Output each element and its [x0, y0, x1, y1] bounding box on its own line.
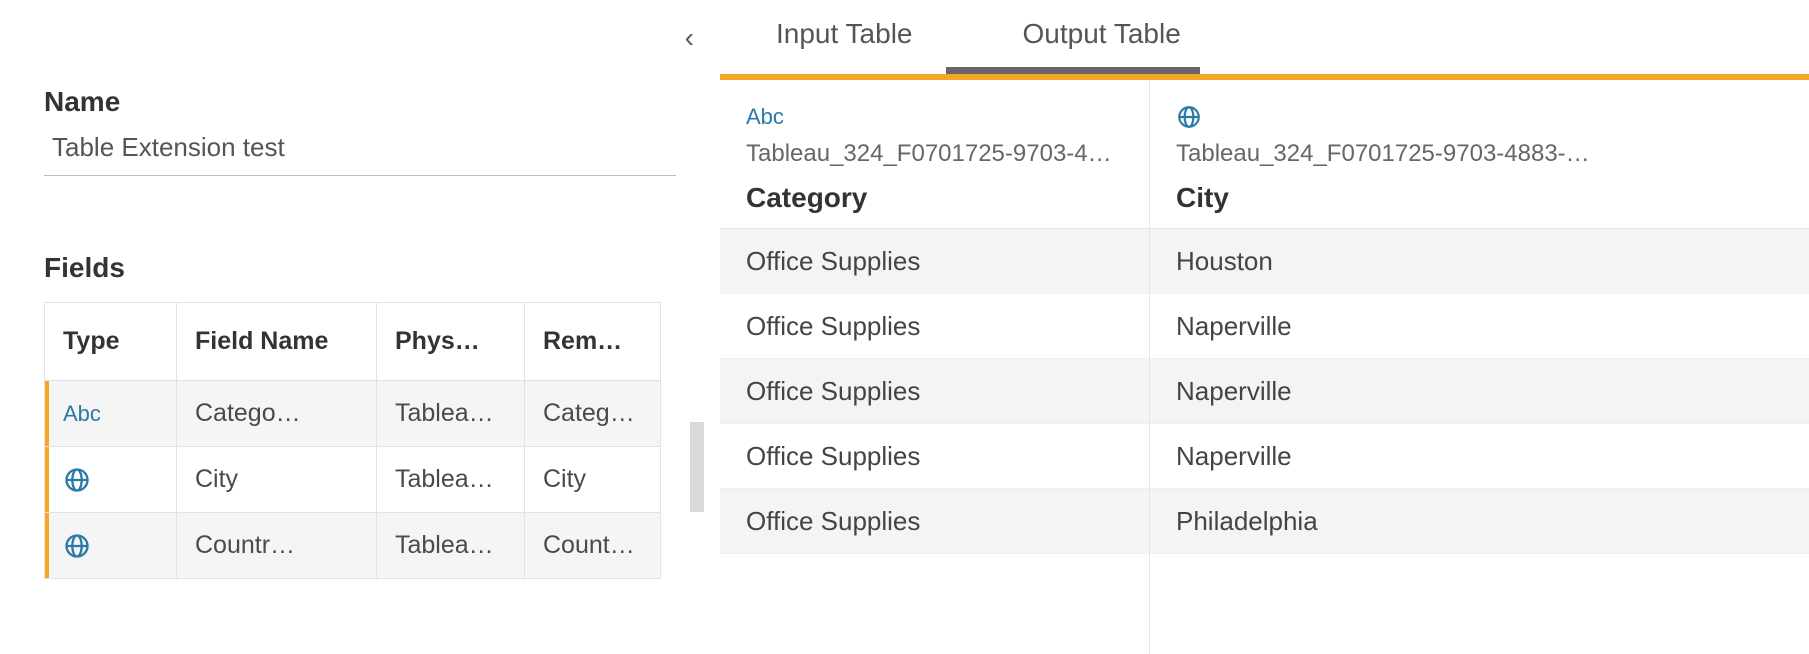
left-panel: ‹ Name Fields Type Field Name Phys… Rem… — [0, 0, 720, 654]
fields-header-row: Type Field Name Phys… Rem… — [45, 303, 661, 381]
data-cell[interactable]: Office Supplies — [720, 359, 1149, 424]
fields-header-phys[interactable]: Phys… — [377, 303, 525, 381]
data-column: Abc Tableau_324_F0701725-9703-4883-… Cat… — [720, 80, 1150, 654]
fields-row[interactable]: Countr… Tablea… Count… — [45, 513, 661, 579]
tab-input-table[interactable]: Input Table — [776, 18, 913, 56]
tab-active-underline — [946, 67, 1200, 74]
fields-header-type[interactable]: Type — [45, 303, 177, 381]
fields-cell-type — [45, 447, 177, 513]
row-marker — [45, 381, 50, 446]
data-cell[interactable]: Office Supplies — [720, 424, 1149, 489]
fields-scrollbar[interactable] — [690, 422, 704, 512]
data-cell[interactable]: Philadelphia — [1150, 489, 1809, 554]
collapse-chevron-icon[interactable]: ‹ — [685, 22, 694, 54]
fields-cell-type: Abc — [45, 381, 177, 447]
tab-output-table[interactable]: Output Table — [1023, 18, 1181, 56]
right-panel: Input Table Output Table Abc Tableau_324… — [720, 0, 1809, 654]
row-marker — [45, 447, 50, 512]
fields-header-field-name[interactable]: Field Name — [177, 303, 377, 381]
data-column-header[interactable]: Tableau_324_F0701725-9703-4883-… City — [1150, 80, 1809, 229]
data-column: Tableau_324_F0701725-9703-4883-… CityHou… — [1150, 80, 1809, 654]
fields-cell-name: Countr… — [177, 513, 377, 579]
data-cell[interactable]: Office Supplies — [720, 229, 1149, 294]
data-column-name: Category — [746, 182, 1123, 214]
fields-cell-phys: Tablea… — [377, 381, 525, 447]
data-cell[interactable]: Office Supplies — [720, 294, 1149, 359]
abc-icon: Abc — [746, 104, 784, 130]
data-cell[interactable]: Naperville — [1150, 359, 1809, 424]
tabs-bar: Input Table Output Table — [720, 0, 1809, 74]
name-label: Name — [44, 86, 676, 118]
abc-icon: Abc — [63, 401, 101, 426]
fields-cell-rem: Count… — [525, 513, 661, 579]
data-cell[interactable]: Office Supplies — [720, 489, 1149, 554]
data-column-source: Tableau_324_F0701725-9703-4883-… — [1176, 140, 1783, 168]
fields-cell-name: City — [177, 447, 377, 513]
data-cell[interactable]: Naperville — [1150, 294, 1809, 359]
fields-table: Type Field Name Phys… Rem… Abc Catego… T… — [44, 302, 661, 579]
fields-cell-phys: Tablea… — [377, 513, 525, 579]
data-column-header[interactable]: Abc Tableau_324_F0701725-9703-4883-… Cat… — [720, 80, 1149, 229]
fields-cell-phys: Tablea… — [377, 447, 525, 513]
data-column-source: Tableau_324_F0701725-9703-4883-… — [746, 140, 1123, 168]
fields-row[interactable]: Abc Catego… Tablea… Categ… — [45, 381, 661, 447]
data-grid: Abc Tableau_324_F0701725-9703-4883-… Cat… — [720, 80, 1809, 654]
data-column-name: City — [1176, 182, 1783, 214]
globe-icon — [1176, 104, 1202, 130]
row-marker — [45, 513, 50, 578]
globe-icon — [63, 532, 91, 560]
data-cell[interactable]: Houston — [1150, 229, 1809, 294]
fields-label: Fields — [44, 252, 676, 284]
fields-cell-name: Catego… — [177, 381, 377, 447]
fields-cell-type — [45, 513, 177, 579]
globe-icon — [63, 466, 91, 494]
fields-cell-rem: City — [525, 447, 661, 513]
data-cell[interactable]: Naperville — [1150, 424, 1809, 489]
fields-cell-rem: Categ… — [525, 381, 661, 447]
fields-header-rem[interactable]: Rem… — [525, 303, 661, 381]
name-input[interactable] — [44, 118, 676, 176]
fields-row[interactable]: City Tablea… City — [45, 447, 661, 513]
